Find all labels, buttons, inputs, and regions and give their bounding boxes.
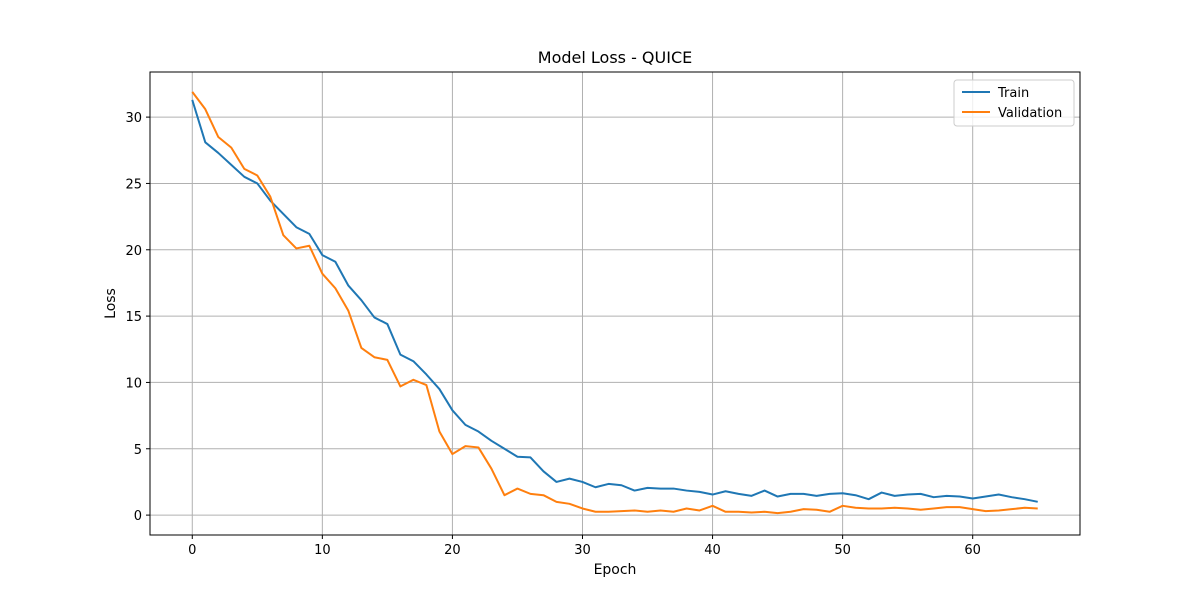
y-tick-label: 25 — [125, 177, 142, 192]
y-tick-label: 10 — [125, 376, 142, 391]
legend: Train Validation — [953, 79, 1075, 127]
x-tick-label: 30 — [574, 543, 591, 558]
y-tick-label: 5 — [134, 443, 142, 458]
y-tick-label: 20 — [125, 244, 142, 259]
plot-frame — [149, 71, 1081, 536]
y-tick-label: 0 — [134, 509, 142, 524]
plot-series — [191, 91, 1038, 515]
series-line-train — [191, 99, 1038, 503]
chart-title: Model Loss - QUICE — [538, 48, 692, 67]
x-tick-label: 20 — [444, 543, 461, 558]
x-tick-label: 60 — [964, 543, 981, 558]
x-axis-label: Epoch — [594, 562, 637, 578]
series-line-validation — [191, 91, 1038, 515]
x-tick-label: 50 — [834, 543, 851, 558]
axis-ticks: 0 10 20 30 40 50 60 0 5 10 15 20 25 30 — [125, 111, 981, 558]
x-tick-label: 10 — [314, 543, 331, 558]
legend-label: Validation — [998, 106, 1062, 121]
y-axis-label: Loss — [103, 288, 119, 319]
x-tick-label: 40 — [704, 543, 721, 558]
legend-label: Train — [997, 86, 1029, 101]
y-tick-label: 30 — [125, 111, 142, 126]
y-tick-label: 15 — [125, 310, 142, 325]
grid — [150, 72, 1080, 535]
x-tick-label: 0 — [188, 543, 196, 558]
